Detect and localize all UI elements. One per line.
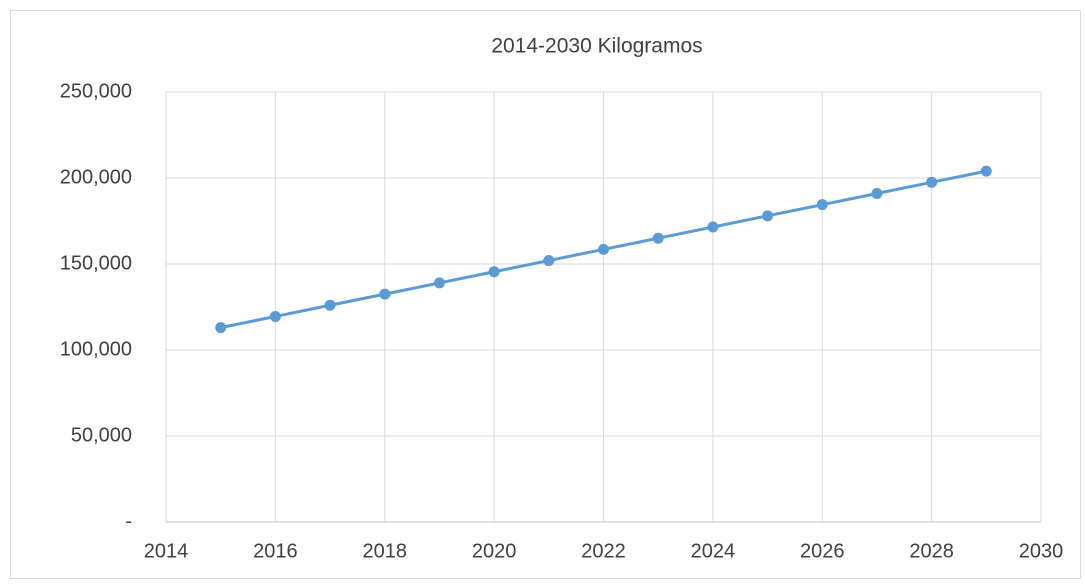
- chart-frame: [10, 10, 1081, 579]
- y-tick-label: 150,000: [60, 252, 132, 274]
- y-tick-label: 100,000: [60, 338, 132, 360]
- y-tick-label: 50,000: [71, 424, 132, 446]
- y-tick-label: -: [125, 510, 132, 532]
- data-point: [488, 266, 500, 278]
- y-tick-label: 200,000: [60, 166, 132, 188]
- x-tick-label: 2014: [144, 540, 189, 562]
- data-point: [980, 165, 992, 177]
- data-point: [215, 322, 227, 334]
- data-point: [598, 243, 609, 255]
- data-point: [543, 255, 555, 267]
- x-tick-label: 2026: [800, 540, 845, 562]
- x-tick-label: 2028: [909, 540, 954, 562]
- data-point: [269, 310, 281, 322]
- data-point: [324, 299, 336, 311]
- x-tick-label: 2018: [363, 540, 408, 562]
- data-point: [433, 277, 445, 289]
- data-point: [926, 176, 938, 188]
- chart-title: 2014-2030 Kilogramos: [491, 35, 702, 58]
- x-tick-label: 2020: [472, 540, 517, 562]
- data-point: [652, 232, 664, 244]
- data-point: [379, 288, 391, 300]
- data-point: [816, 199, 828, 211]
- y-tick-label: 250,000: [60, 80, 132, 102]
- x-tick-label: 2030: [1019, 540, 1064, 562]
- data-point: [762, 210, 774, 222]
- x-tick-label: 2024: [691, 540, 736, 562]
- x-tick-label: 2022: [581, 540, 626, 562]
- data-point: [871, 187, 883, 199]
- data-point: [707, 221, 719, 233]
- x-tick-label: 2016: [253, 540, 298, 562]
